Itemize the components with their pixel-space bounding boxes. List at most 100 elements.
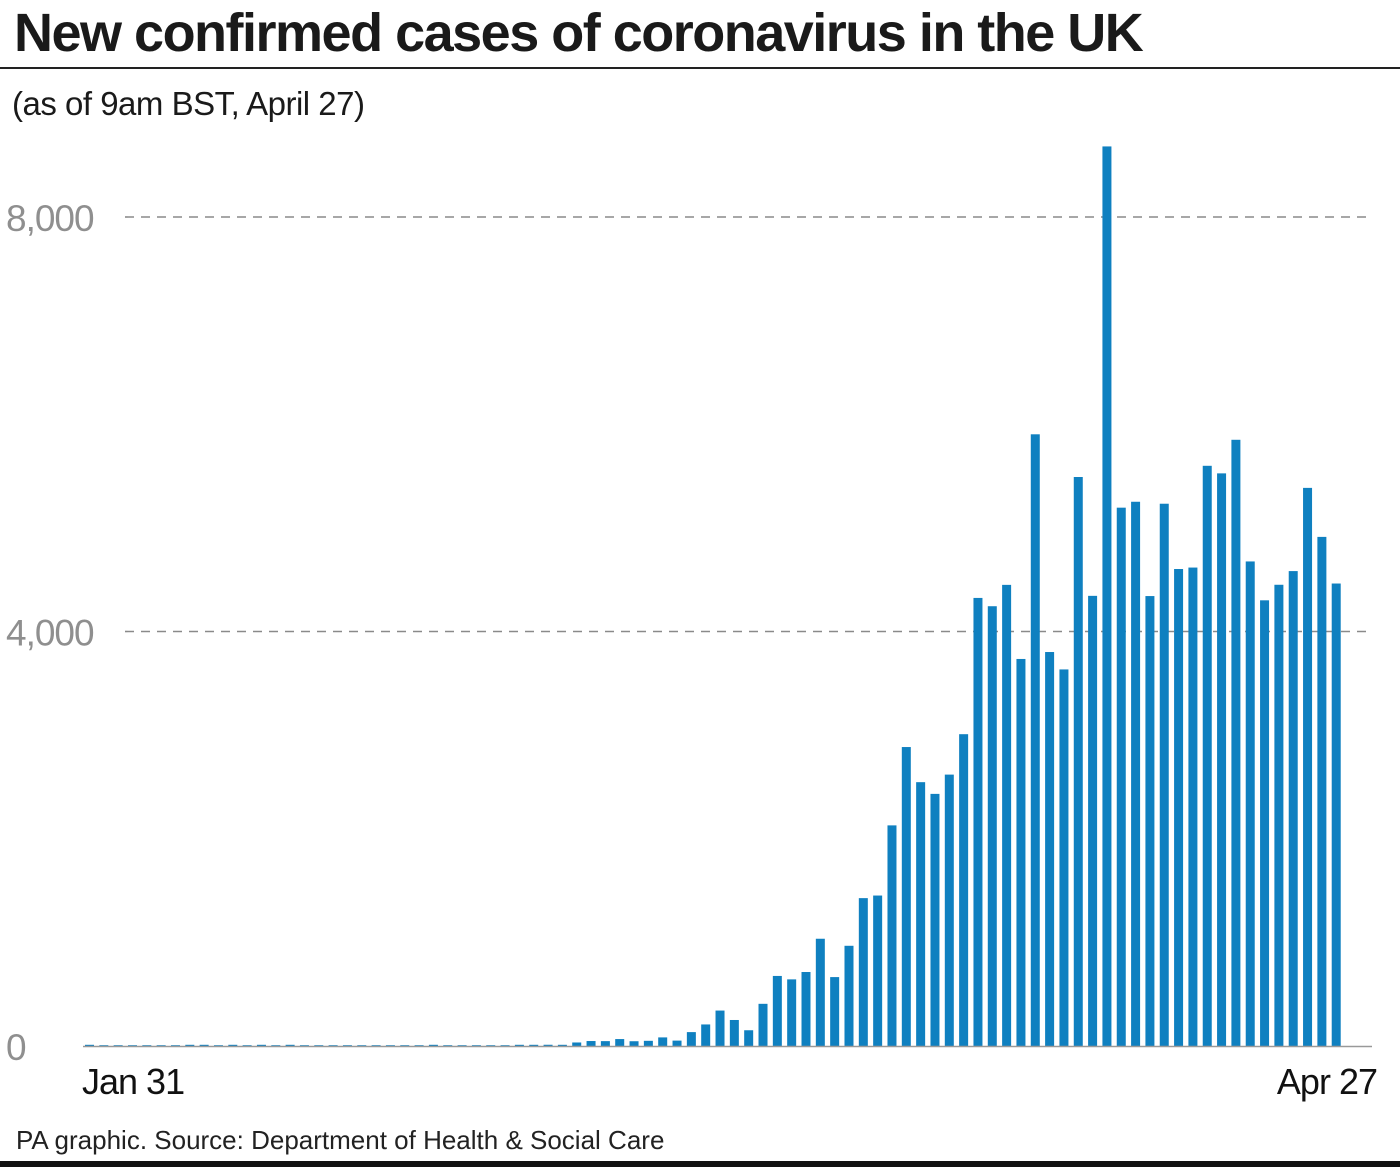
bar-feb-26	[457, 1045, 467, 1046]
bar-mar-31	[944, 774, 954, 1046]
bar-apr-12	[1116, 507, 1126, 1046]
bar-mar-5	[572, 1042, 582, 1046]
bar-mar-18	[758, 1003, 768, 1046]
bar-apr-14	[1145, 596, 1155, 1046]
bar-apr-8	[1059, 669, 1069, 1046]
bar-apr-20	[1231, 439, 1241, 1046]
bar-feb-25	[443, 1045, 453, 1046]
bar-feb-27	[471, 1045, 481, 1046]
bar-apr-11	[1102, 146, 1112, 1046]
bar-feb-7	[185, 1044, 195, 1046]
bar-mar-29	[916, 782, 926, 1046]
bar-mar-22	[815, 938, 825, 1046]
y-tick-label-8000: 8,000	[6, 198, 94, 239]
bar-mar-12	[672, 1040, 682, 1046]
source-credit: PA graphic. Source: Department of Health…	[16, 1125, 665, 1155]
bar-feb-8	[199, 1044, 209, 1046]
bar-apr-13	[1131, 501, 1141, 1046]
bar-feb-6	[170, 1045, 180, 1046]
bar-feb-15	[299, 1045, 309, 1046]
bar-feb-28	[486, 1045, 496, 1046]
bar-apr-25	[1303, 487, 1313, 1046]
bar-mar-8	[615, 1039, 625, 1046]
bar-mar-4	[557, 1044, 567, 1046]
bar-mar-9	[629, 1041, 639, 1046]
bar-mar-14	[701, 1024, 711, 1046]
bar-apr-24	[1288, 571, 1298, 1046]
bar-feb-2	[113, 1045, 123, 1046]
page-title: New confirmed cases of coronavirus in th…	[14, 3, 1144, 63]
bar-jan-31	[85, 1044, 94, 1046]
bar-feb-29	[500, 1045, 510, 1046]
bar-apr-19	[1217, 473, 1227, 1046]
footer-divider	[0, 1161, 1400, 1167]
bar-apr-7	[1045, 652, 1055, 1046]
bar-apr-2	[973, 597, 983, 1046]
bar-apr-4	[1002, 584, 1012, 1046]
bar-feb-13	[271, 1045, 281, 1046]
bar-feb-16	[314, 1045, 324, 1046]
bar-mar-20	[787, 979, 797, 1046]
bar-apr-3	[987, 606, 997, 1046]
bar-feb-24	[428, 1044, 438, 1046]
bar-mar-28	[901, 747, 911, 1046]
bar-apr-17	[1188, 567, 1198, 1046]
bar-mar-15	[715, 1010, 725, 1046]
bar-feb-4	[142, 1045, 152, 1046]
x-tick-label-start: Jan 31	[82, 1061, 184, 1102]
bar-feb-11	[242, 1045, 252, 1046]
bar-apr-15	[1159, 503, 1169, 1047]
bar-feb-17	[328, 1045, 338, 1046]
bar-feb-5	[156, 1045, 166, 1046]
bar-apr-26	[1317, 536, 1327, 1046]
bar-mar-11	[658, 1037, 668, 1046]
bar-feb-9	[213, 1045, 223, 1046]
y-tick-label-0: 0	[6, 1027, 26, 1068]
bar-apr-22	[1260, 600, 1270, 1046]
bar-apr-27	[1331, 583, 1341, 1046]
bar-mar-2	[529, 1044, 539, 1046]
tick-labels: 0 4,000 8,000 Jan 31 Apr 27	[6, 198, 1378, 1102]
bar-mar-23	[830, 977, 840, 1046]
gridlines	[125, 216, 1372, 633]
bar-mar-30	[930, 793, 940, 1046]
bars	[85, 146, 1341, 1047]
bar-apr-1	[959, 734, 969, 1046]
bar-feb-21	[385, 1045, 395, 1046]
title-divider	[0, 67, 1400, 69]
bar-mar-21	[801, 972, 811, 1046]
bar-mar-17	[744, 1030, 754, 1046]
bar-mar-19	[772, 975, 782, 1046]
bar-apr-10	[1088, 595, 1098, 1046]
bar-feb-1	[99, 1045, 109, 1046]
bar-feb-10	[228, 1044, 238, 1046]
bar-mar-10	[643, 1040, 653, 1046]
bar-apr-5	[1016, 658, 1026, 1046]
bar-feb-3	[127, 1045, 137, 1046]
bar-feb-19	[357, 1045, 367, 1046]
bar-apr-6	[1030, 434, 1040, 1046]
bar-apr-9	[1073, 477, 1083, 1046]
bar-mar-1	[514, 1044, 524, 1046]
bar-feb-22	[400, 1045, 410, 1046]
bar-mar-26	[873, 895, 883, 1046]
bar-mar-7	[600, 1041, 610, 1046]
chart-subtitle: (as of 9am BST, April 27)	[12, 85, 365, 122]
bar-feb-18	[342, 1045, 352, 1046]
x-tick-label-end: Apr 27	[1277, 1061, 1377, 1102]
bar-feb-23	[414, 1045, 424, 1046]
bar-feb-14	[285, 1044, 295, 1046]
bar-mar-3	[543, 1044, 553, 1046]
bar-apr-23	[1274, 584, 1284, 1046]
bar-apr-18	[1202, 465, 1212, 1046]
bar-feb-12	[256, 1044, 266, 1046]
bar-mar-24	[844, 945, 854, 1046]
bar-mar-6	[586, 1041, 596, 1046]
bar-mar-25	[858, 898, 868, 1046]
bar-mar-13	[686, 1032, 696, 1046]
y-tick-label-4000: 4,000	[6, 613, 94, 654]
bar-feb-20	[371, 1045, 381, 1046]
bar-apr-21	[1245, 561, 1255, 1046]
bar-mar-16	[729, 1019, 739, 1046]
